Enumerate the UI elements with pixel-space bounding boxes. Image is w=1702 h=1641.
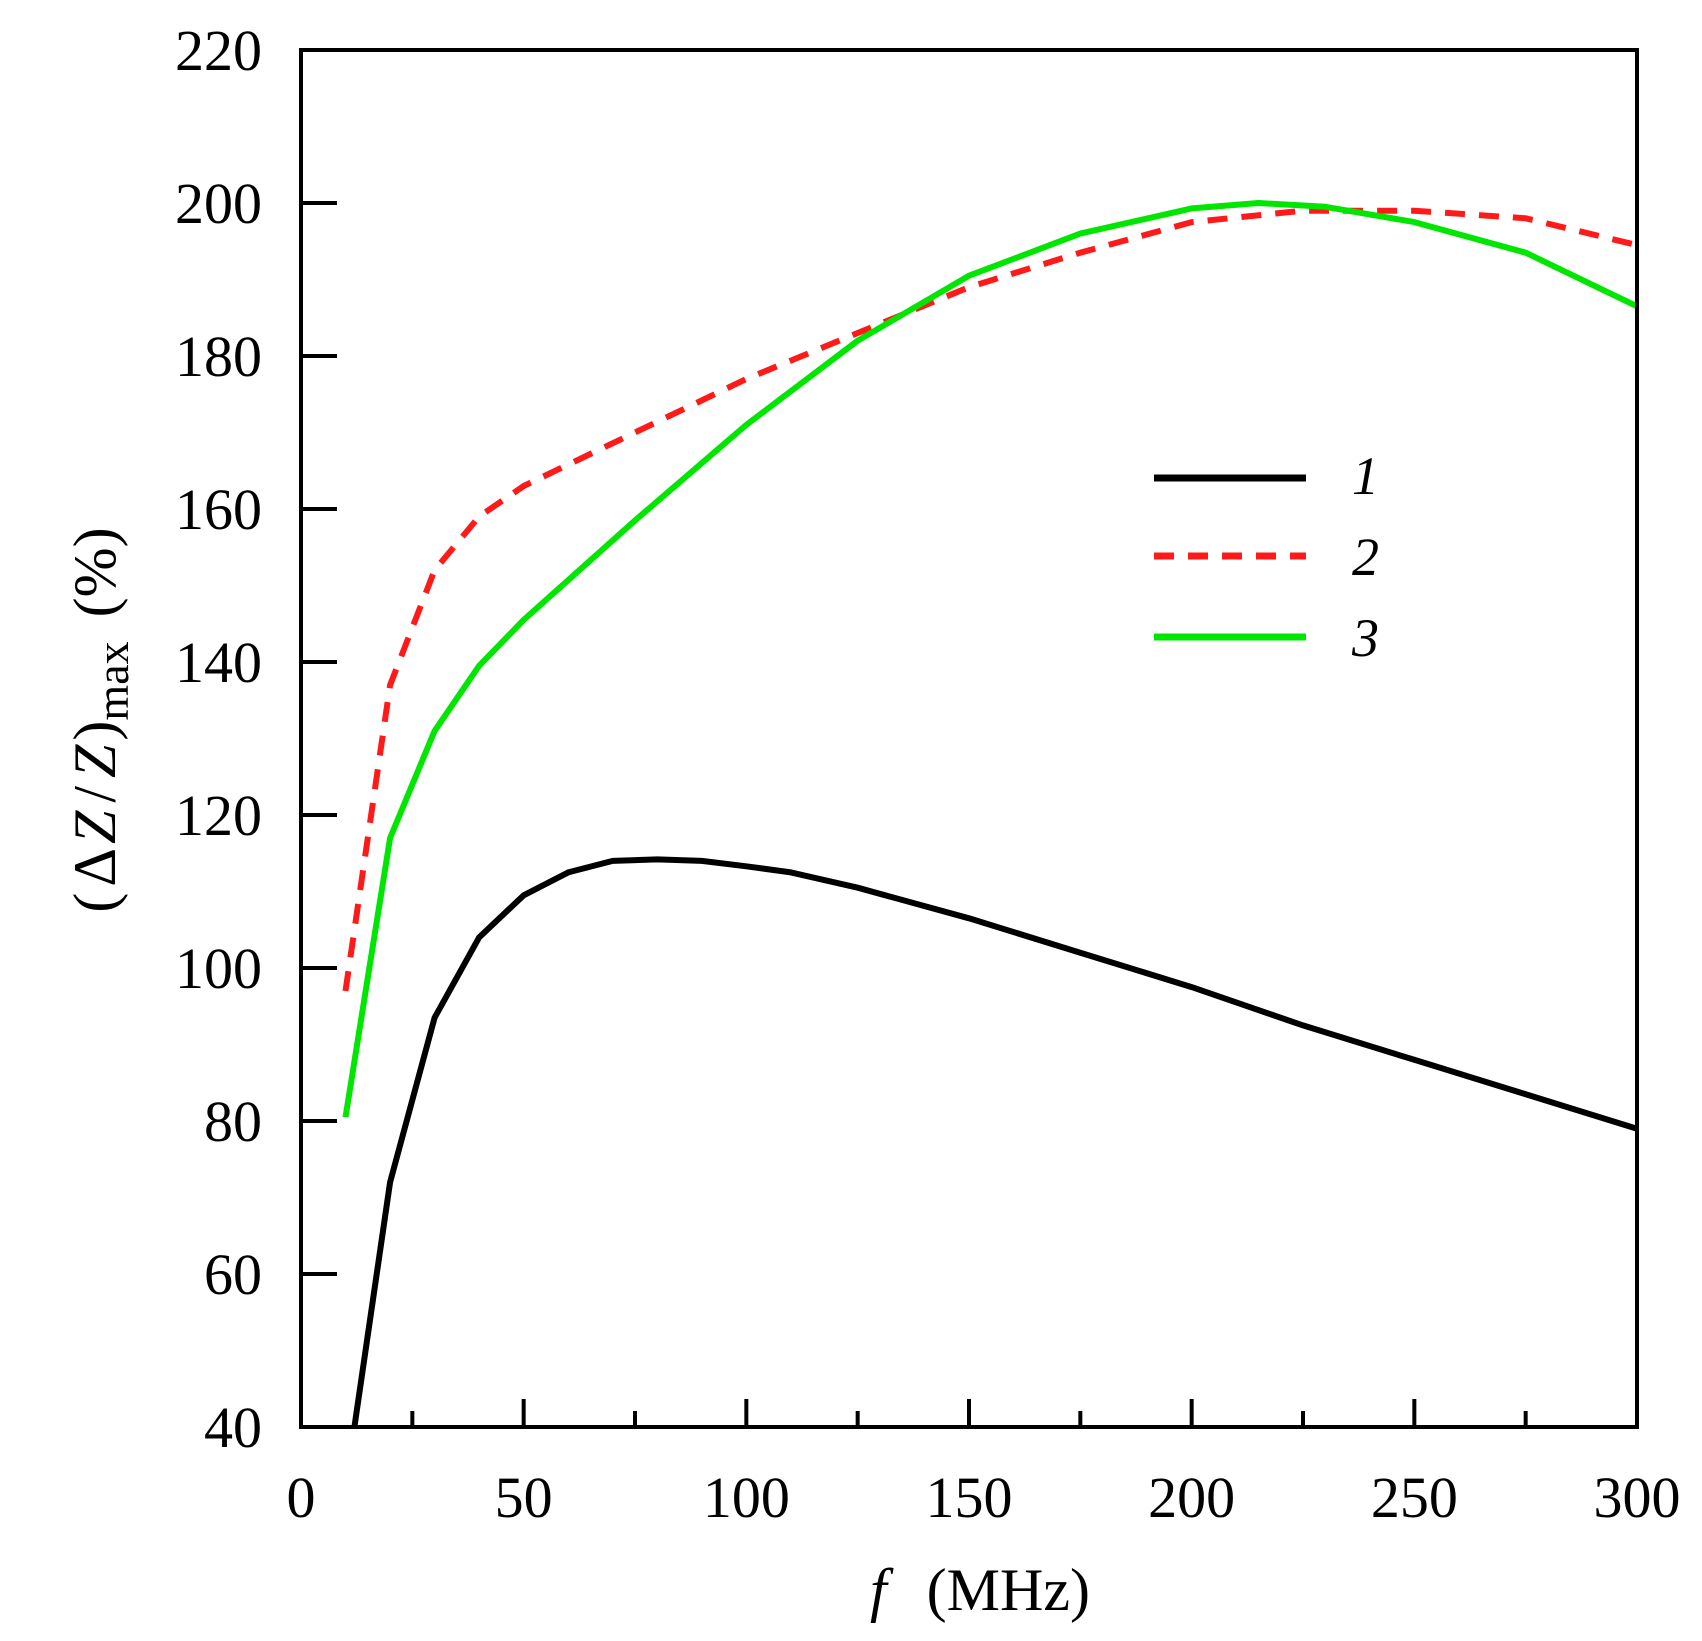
x-tick-label: 50 — [495, 1465, 553, 1530]
legend-label-2: 2 — [1352, 527, 1379, 587]
y-tick-label: 120 — [175, 783, 262, 848]
y-label-subscript: max — [87, 641, 138, 720]
x-axis-unit: (MHz) — [927, 1557, 1090, 1623]
y-label-close-paren: ) — [62, 721, 128, 741]
y-label-slash: / — [62, 786, 128, 803]
y-tick-label: 140 — [175, 630, 262, 695]
x-tick-label: 300 — [1594, 1465, 1681, 1530]
x-tick-label: 0 — [287, 1465, 316, 1530]
legend-label-3: 3 — [1351, 608, 1379, 668]
y-label-delta: Δ — [62, 848, 128, 887]
x-tick-label: 250 — [1371, 1465, 1458, 1530]
y-label-z2: Z — [62, 744, 128, 778]
y-tick-label: 180 — [175, 324, 262, 389]
x-axis-variable: f — [870, 1557, 894, 1623]
legend-label-1: 1 — [1352, 446, 1379, 506]
y-axis-label: (ΔZ/Z)max(%) — [62, 527, 138, 912]
y-label-z1: Z — [62, 810, 128, 844]
x-axis-label: f (MHz) — [870, 1557, 1090, 1623]
y-tick-label: 60 — [204, 1242, 262, 1307]
series-line-3 — [342, 200, 1639, 1118]
series-line-1 — [351, 856, 1638, 1428]
y-label-unit: (%) — [62, 527, 128, 617]
series-line-2 — [342, 207, 1638, 992]
plot-frame — [299, 48, 1639, 1429]
x-tick-label: 200 — [1148, 1465, 1235, 1530]
y-tick-label: 220 — [175, 18, 262, 83]
x-tick-label: 150 — [926, 1465, 1013, 1530]
x-tick-label: 100 — [703, 1465, 790, 1530]
y-label-open-paren: ( — [62, 893, 128, 913]
legend: 1 2 3 — [1154, 446, 1379, 668]
y-tick-label: 160 — [175, 477, 262, 542]
y-tick-label: 40 — [204, 1395, 262, 1460]
y-tick-label: 100 — [175, 936, 262, 1001]
y-tick-label: 80 — [204, 1089, 262, 1154]
y-tick-label: 200 — [175, 171, 262, 236]
